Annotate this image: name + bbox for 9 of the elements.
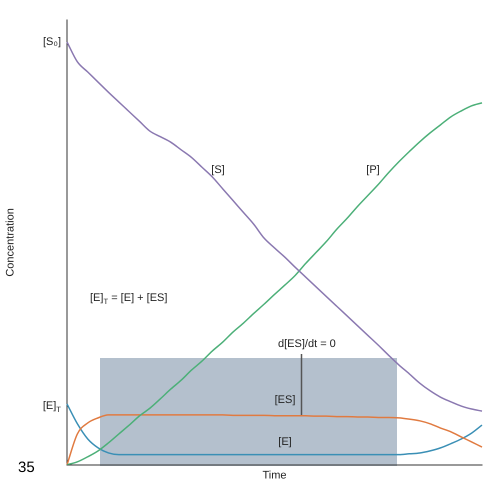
x-axis-title: Time xyxy=(262,469,287,482)
series-label: [P] xyxy=(366,164,380,176)
y-axis-title: Concentration xyxy=(4,208,17,277)
series-label: [S] xyxy=(211,164,225,176)
series-label: [ES] xyxy=(274,394,296,406)
series-label: [E] xyxy=(278,436,292,448)
text: [S₀] xyxy=(42,36,61,48)
text: 35 xyxy=(18,459,35,476)
annotation: d[ES]/dt = 0 xyxy=(278,338,336,350)
